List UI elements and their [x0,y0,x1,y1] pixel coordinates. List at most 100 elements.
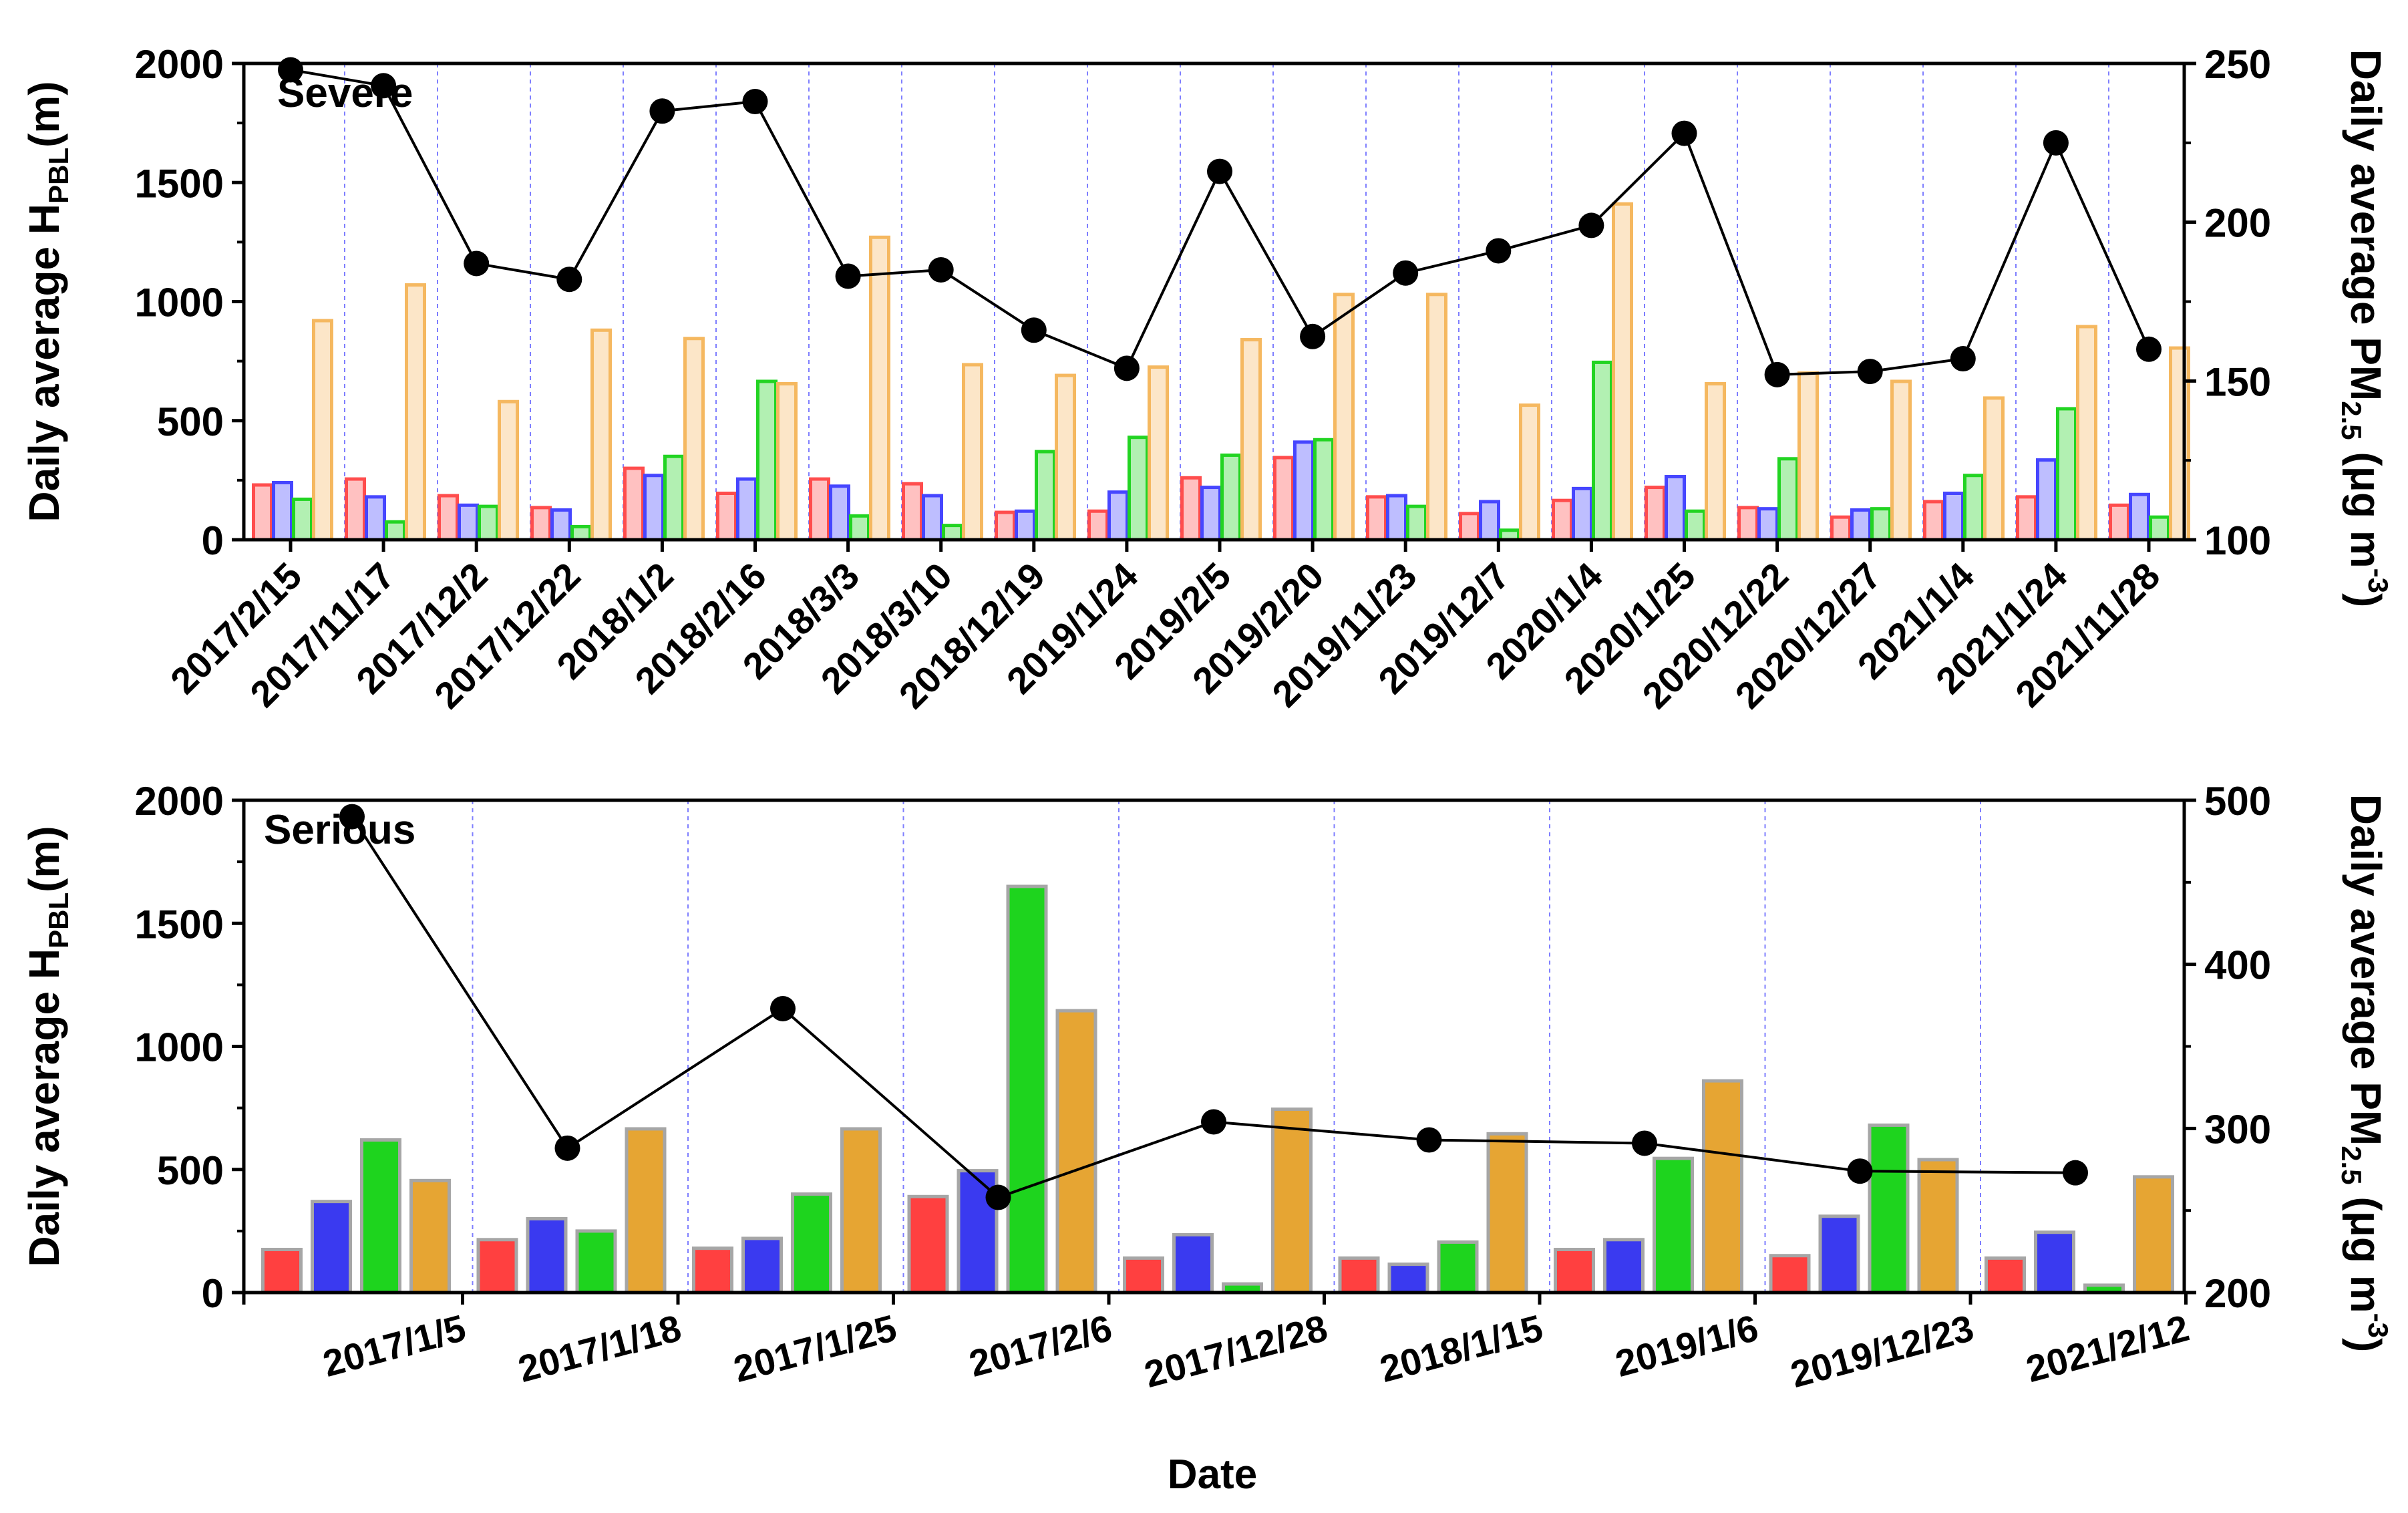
bar-fill-series-red [1553,500,1572,540]
bar-fill-series-green [1315,440,1333,540]
pm25-point [1857,359,1883,385]
bar-series-orange [1486,1132,1528,1295]
bar-fill-series-red [717,493,736,540]
bar-series-green [575,1229,617,1295]
bar-series-green [360,1138,401,1295]
pm25-point [1486,238,1512,264]
x-tick-label: 2017/1/18 [514,1307,685,1390]
bar-fill-series-red [439,496,458,540]
bar-series-orange [1055,1009,1097,1295]
y-tick-label: 0 [202,518,224,563]
panel-title: Severe [277,70,413,116]
bar-fill-series-orange [778,383,796,540]
bar-fill-series-orange [685,338,703,540]
y2-axis-label: Daily average PM2.5 (μg m-3) [2336,794,2394,1353]
bar-fill-series-red [1739,507,1757,540]
x-tick-label: 2018/1/15 [1375,1307,1547,1390]
bar-fill-series-orange [1985,397,2003,540]
pm25-point [1207,158,1232,184]
bar-fill-series-green [1686,511,1705,540]
pm25-point [1201,1109,1226,1135]
bar-fill-series-green [1129,437,1148,540]
pm25-point [1764,361,1790,387]
bar-series-blue [1603,1238,1645,1295]
x-tick-label: 2017/1/5 [319,1307,470,1385]
bar-fill-series-blue [1944,493,1963,540]
pm25-point [928,257,954,283]
bar-series-blue [1172,1232,1214,1295]
bar-fill-series-blue [737,479,756,540]
bar-series-red [1123,1256,1164,1295]
bar-series-blue [311,1200,352,1295]
bar-fill-series-orange [1892,381,1910,540]
bar-fill-series-orange [870,237,889,540]
bar-fill-series-green [2150,517,2169,540]
pm25-point [2136,336,2162,362]
bar-fill-series-red [2017,496,2036,540]
pm25-point [371,73,397,99]
serious-panel: 0 500 1000 1500 2000 200 300 400 500 2017/1/5 2017… [20,779,2394,1395]
bar-series-green [791,1192,832,1295]
bar-fill-series-orange [1335,294,1353,540]
y-tick-label: 500 [157,1148,224,1193]
pm25-point [1632,1130,1657,1156]
y2-tick-label: 200 [2204,201,2271,246]
bar-fill-series-red [346,479,365,540]
bar-fill-series-blue [645,475,663,540]
bar-fill-series-blue [1387,496,1406,540]
bar-fill-series-green [479,506,498,540]
x-tick-label: 2019/12/23 [1786,1307,1978,1395]
bar-fill-series-orange [2077,326,2096,540]
bar-series-red [261,1248,303,1295]
bar-fill-series-green [943,525,962,540]
bar-fill-series-red [810,479,829,540]
pm25-point [1416,1127,1442,1153]
y-tick-label: 1500 [135,902,224,947]
bar-fill-series-red [1832,517,1850,540]
bar-series-blue [1387,1263,1429,1295]
bar-series-red [907,1194,949,1295]
bar-fill-series-green [1593,362,1612,540]
pm25-point [554,1135,580,1161]
bar-series-blue [2034,1230,2075,1295]
bar-fill-series-blue [366,496,385,540]
bar-fill-series-green [1779,458,1797,540]
bar-fill-series-blue [2037,460,2056,540]
y-tick-label: 1000 [135,1025,224,1070]
y2-tick-label: 500 [2204,779,2271,824]
bar-fill-series-red [625,468,643,540]
bar-fill-series-orange [1242,339,1260,540]
pm25-point [556,267,582,293]
bar-fill-series-orange [406,285,425,540]
bar-fill-series-orange [1613,204,1632,540]
bar-fill-series-red [1646,487,1665,540]
bar-fill-series-green [293,499,312,540]
bar-series-orange [1271,1107,1313,1295]
y2-tick-label: 150 [2204,359,2271,404]
pm25-point [1578,212,1604,238]
bar-fill-series-blue [2130,494,2149,540]
pm25-point [2043,130,2069,156]
bar-fill-series-blue [1852,510,1870,540]
x-tick-label: 2019/1/6 [1611,1307,1763,1385]
bar-series-green [1006,884,1048,1295]
bar-fill-series-orange [963,364,982,540]
severe-panel: 05001000150020001001502002502017/2/15201… [20,42,2394,717]
bar-fill-series-red [2110,505,2129,540]
bar-fill-series-blue [1759,508,1777,540]
pm25-point [1113,355,1140,381]
bar-fill-series-blue [273,482,292,540]
bar-fill-series-blue [1295,442,1313,540]
bar-fill-series-red [1274,458,1293,540]
pm25-point [985,1184,1011,1210]
bar-series-red [476,1238,518,1295]
y2-tick-label: 100 [2204,518,2271,563]
bar-series-blue [526,1216,568,1295]
x-tick-label: 2021/2/12 [2022,1307,2194,1390]
bar-fill-series-green [665,456,683,540]
y-tick-label: 1000 [135,281,224,325]
bar-fill-series-red [1924,501,1943,540]
bar-series-orange [625,1127,667,1295]
bar-fill-series-red [1460,513,1479,540]
bar-fill-series-blue [1666,476,1685,540]
